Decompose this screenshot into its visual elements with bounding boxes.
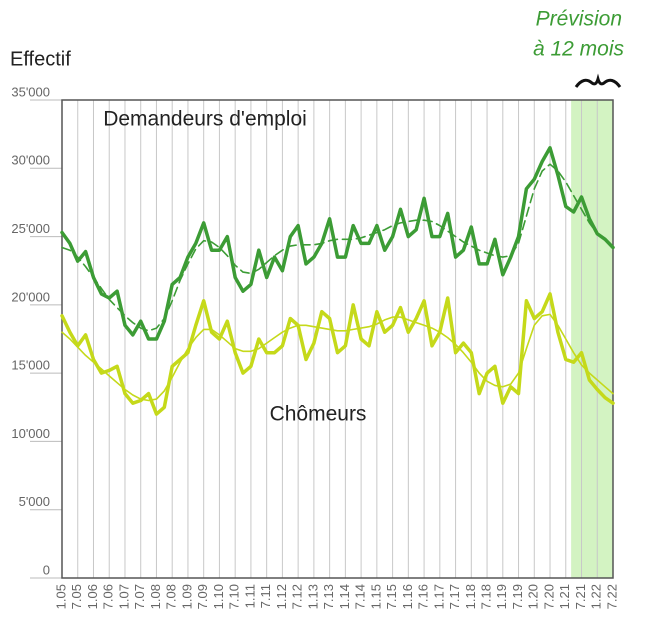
x-tick-label: 1.18 — [463, 584, 478, 609]
x-tick-label: 7.13 — [321, 584, 336, 609]
x-tick-label: 1.11 — [242, 584, 257, 608]
forecast-brace — [574, 73, 622, 88]
x-tick-label: 1.07 — [116, 584, 131, 609]
x-tick-label: 1.05 — [53, 584, 68, 609]
x-tick-label: 1.06 — [85, 584, 100, 609]
x-tick-label: 7.16 — [416, 584, 431, 609]
x-tick-label: 7.07 — [132, 584, 147, 609]
x-tick-label: 1.16 — [400, 584, 415, 609]
x-tick-label: 1.08 — [148, 584, 163, 609]
y-tick-label: 0 — [43, 562, 50, 577]
x-tick-label: 1.20 — [526, 584, 541, 609]
forecast-label: à 12 mois — [533, 38, 625, 61]
x-tick-label: 7.06 — [101, 584, 116, 609]
series-annotation: Demandeurs d'emploi — [103, 108, 307, 131]
y-axis-title: Effectif — [10, 48, 71, 70]
data-line — [60, 146, 615, 341]
x-tick-label: 1.12 — [274, 584, 289, 609]
data-line — [61, 163, 614, 332]
x-tick-label: 7.09 — [195, 584, 210, 609]
x-tick-label: 1.09 — [179, 584, 194, 609]
x-tick-label: 7.10 — [227, 584, 242, 609]
y-tick-label: 35'000 — [11, 84, 50, 99]
plot-frame — [61, 99, 614, 579]
x-tick-label: 7.11 — [258, 584, 273, 608]
x-tick-label: 7.12 — [290, 584, 305, 609]
x-tick-label: 7.05 — [69, 584, 84, 609]
y-tick-label: 15'000 — [11, 358, 50, 373]
x-tick-label: 1.10 — [211, 584, 226, 609]
x-tick-label: 1.17 — [431, 584, 446, 609]
y-tick-label: 20'000 — [11, 289, 50, 304]
x-tick-label: 7.15 — [384, 584, 399, 609]
x-tick-label: 1.19 — [494, 584, 509, 609]
forecast-band — [571, 100, 613, 578]
x-tick-label: 1.22 — [589, 584, 604, 609]
x-tick-label: 7.22 — [604, 584, 619, 609]
x-tick-label: 1.15 — [368, 584, 383, 609]
y-tick-label: 5'000 — [19, 494, 50, 509]
series-annotation: Chômeurs — [270, 403, 367, 426]
forecast-label: Prévision — [536, 8, 622, 31]
x-tick-label: 7.21 — [573, 584, 588, 609]
x-tick-label: 7.14 — [353, 584, 368, 609]
y-tick-label: 10'000 — [11, 426, 50, 441]
y-tick-label: 25'000 — [11, 221, 50, 236]
x-tick-label: 7.19 — [510, 584, 525, 609]
x-tick-label: 7.20 — [541, 584, 556, 609]
x-tick-label: 7.18 — [478, 584, 493, 609]
x-tick-label: 1.14 — [337, 584, 352, 609]
data-line — [60, 292, 615, 416]
x-tick-label: 1.21 — [557, 584, 572, 609]
data-line — [61, 313, 614, 402]
x-tick-label: 7.08 — [164, 584, 179, 609]
x-tick-label: 1.13 — [305, 584, 320, 609]
y-tick-label: 30'000 — [11, 153, 50, 168]
x-tick-label: 7.17 — [447, 584, 462, 609]
